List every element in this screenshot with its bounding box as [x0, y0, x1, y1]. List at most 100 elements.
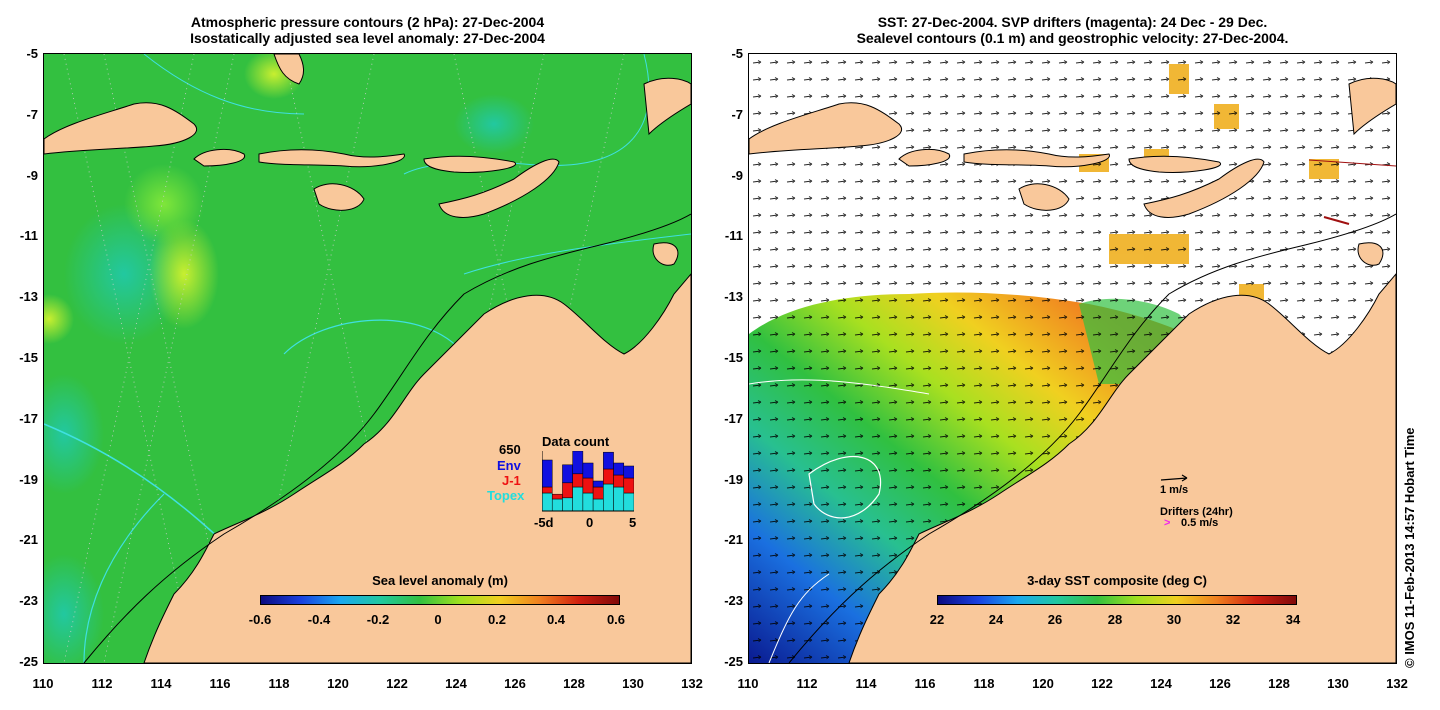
right-cbar-tick-5: 32: [1225, 612, 1241, 627]
right-yticks-tick: -9: [731, 167, 743, 183]
left-xticks-tick: 122: [386, 676, 408, 691]
data-count-bar-j1: [542, 486, 553, 494]
drifter-legend-symbol: >: [1164, 517, 1171, 529]
left-xticks-tick: 116: [209, 676, 231, 691]
data-count-bar-env: [592, 480, 604, 488]
left-yticks-tick: -9: [26, 167, 38, 183]
right-colorbar-title: 3-day SST composite (deg C): [1027, 573, 1207, 588]
data-count-legend-env: Env: [497, 458, 521, 473]
left-xticks-tick: 132: [681, 676, 703, 691]
left-yticks-tick: -19: [19, 471, 38, 487]
left-cbar-tick-3: 0: [434, 612, 442, 627]
left-cbar-tick-2: -0.2: [366, 612, 390, 627]
right-yticks-tick: -25: [724, 654, 743, 669]
right-xticks-tick: 122: [1091, 676, 1113, 691]
left-title-line1: Atmospheric pressure contours (2 hPa): 2…: [190, 14, 545, 30]
right-yticks-tick: -7: [731, 106, 743, 122]
left-yticks-tick: -17: [19, 410, 38, 426]
left-yticks-tick: -7: [26, 106, 38, 122]
left-xticks-tick: 112: [91, 676, 113, 691]
data-count-bar-j1: [603, 468, 614, 485]
left-cbar-tick-4: 0.2: [487, 612, 507, 627]
left-xticks-tick: 126: [504, 676, 526, 691]
data-count-bar-env: [613, 462, 625, 476]
data-count-axes: [542, 451, 634, 512]
right-cbar-tick-1: 24: [988, 612, 1004, 627]
left-yticks-tick: -15: [19, 350, 38, 365]
data-count-bar-env: [562, 464, 573, 484]
left-title-line2: Isostatically adjusted sea level anomaly…: [190, 30, 545, 46]
left-yticks-tick: -11: [19, 228, 38, 244]
right-yticks-tick: -11: [724, 228, 743, 244]
left-yticks-tick: -13: [19, 289, 38, 305]
right-xticks-tick: 114: [855, 676, 877, 691]
data-count-bar-env: [623, 465, 634, 479]
left-colorbar-title: Sea level anomaly (m): [372, 573, 508, 588]
right-xticks-tick: 130: [1327, 676, 1349, 691]
right-yticks-tick: -21: [724, 532, 743, 548]
right-title-line1: SST: 27-Dec-2004. SVP drifters (magenta)…: [877, 14, 1268, 30]
right-xticks-tick: 112: [796, 676, 818, 691]
right-cbar-tick-2: 26: [1047, 612, 1063, 627]
data-count-max-label: 650: [499, 442, 521, 457]
data-count-bar-j1: [592, 486, 604, 500]
data-count-title: Data count: [542, 434, 610, 449]
left-xticks-tick: 128: [563, 676, 585, 691]
right-yticks-tick: -19: [724, 471, 743, 487]
right-xticks-tick: 124: [1150, 676, 1172, 691]
sst-map: 1 m/s Drifters (24hr) > 0.5 m/s: [748, 53, 1397, 664]
left-cbar-tick-1: -0.4: [307, 612, 331, 627]
right-xticks-tick: 126: [1209, 676, 1231, 691]
right-title-line2: Sealevel contours (0.1 m) and geostrophi…: [856, 30, 1289, 46]
sea-level-colorbar: [260, 595, 620, 605]
data-count-bar-j1: [572, 473, 584, 488]
left-xticks-tick: 110: [32, 676, 54, 691]
data-count-bar-j1: [562, 482, 573, 499]
right-cbar-tick-6: 34: [1285, 612, 1301, 627]
left-yticks-tick: -25: [19, 654, 38, 669]
velocity-scale-label: 1 m/s: [1160, 484, 1189, 496]
data-count-bar-topex: [613, 486, 625, 512]
left-cbar-tick-6: 0.6: [606, 612, 626, 627]
sst-colorbar: [937, 595, 1297, 605]
data-count-bar-topex: [542, 492, 553, 512]
data-count-xtick-0: -5d: [534, 515, 554, 530]
left-yticks-tick: -5: [26, 46, 38, 61]
right-xticks-tick: 132: [1386, 676, 1408, 691]
data-count-bar-env: [542, 459, 553, 488]
data-count-bar-j1: [551, 493, 563, 500]
right-yticks-tick: -23: [724, 593, 743, 609]
left-cbar-tick-5: 0.4: [546, 612, 566, 627]
left-xticks-tick: 130: [622, 676, 644, 691]
left-xticks-tick: 120: [327, 676, 349, 691]
right-yticks-tick: -15: [724, 350, 743, 365]
data-count-bar-topex: [592, 498, 604, 512]
right-xticks-tick: 118: [973, 676, 995, 691]
data-count-bar-topex: [582, 492, 594, 512]
data-count-xtick-2: 5: [629, 515, 637, 530]
right-yticks-tick: -17: [724, 410, 743, 426]
left-yticks-tick: -21: [19, 532, 38, 548]
left-xticks-tick: 114: [150, 676, 172, 691]
data-count-bar-env: [603, 451, 614, 470]
data-count-bar-j1: [582, 477, 594, 494]
right-cbar-tick-0: 22: [929, 612, 945, 627]
data-count-bar-j1: [623, 477, 634, 494]
data-count-bar-env: [582, 462, 594, 479]
right-xticks-tick: 110: [737, 676, 759, 691]
data-count-bar-topex: [551, 498, 563, 512]
left-cbar-tick-0: -0.6: [248, 612, 272, 627]
left-xticks-tick: 118: [268, 676, 290, 691]
imos-credit: © IMOS 11-Feb-2013 14:57 Hobart Time: [1402, 427, 1417, 668]
right-xticks-tick: 120: [1032, 676, 1054, 691]
data-count-bar-env: [572, 451, 584, 475]
data-count-bar-topex: [572, 486, 584, 512]
data-count-bar-topex: [562, 497, 573, 512]
data-count-bar-topex: [603, 483, 614, 512]
left-yticks-tick: -23: [19, 593, 38, 609]
data-count-legend-j1: J-1: [502, 473, 521, 488]
right-xticks-tick: 128: [1268, 676, 1290, 691]
data-count-bar-j1: [613, 474, 625, 488]
right-yticks-tick: -13: [724, 289, 743, 305]
drifter-scale-label: 0.5 m/s: [1181, 517, 1219, 529]
